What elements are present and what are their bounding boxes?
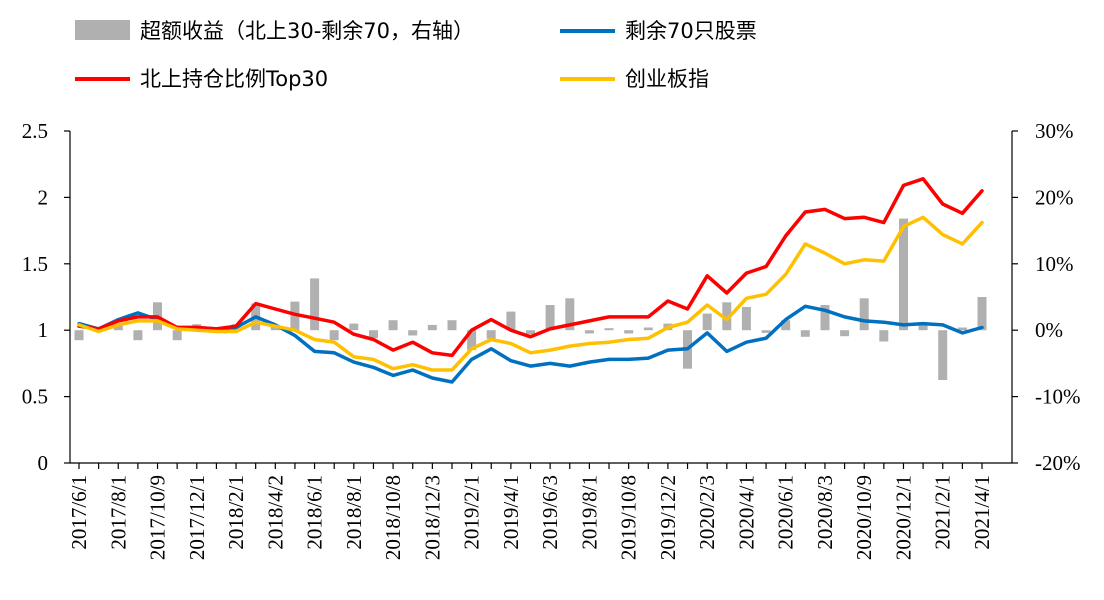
x-tick-label-2: 2017/10/9 <box>146 475 170 560</box>
bar-excess-14 <box>349 323 359 331</box>
bar-excess-23 <box>526 330 535 335</box>
left-tick-label-0: 0 <box>38 451 49 475</box>
x-tick-label-8: 2018/10/8 <box>381 475 405 560</box>
bar-excess-17 <box>408 330 418 336</box>
legend-swatch-excess <box>75 20 130 40</box>
bar-excess-2 <box>113 325 123 331</box>
bar-excess-44 <box>938 330 948 380</box>
series-lines <box>77 177 984 384</box>
bar-excess-19 <box>447 320 457 331</box>
tick-labels: 0 0.5 1 1.5 2 2.5 -20% -10% 0% 10% 20% 30% 2017/6/1 2… <box>22 119 1081 560</box>
bar-excess-38 <box>820 305 830 331</box>
x-tick-label-21: 2020/12/1 <box>892 475 916 560</box>
x-tick-label-13: 2019/8/1 <box>577 475 601 550</box>
bar-excess-20 <box>467 330 477 351</box>
left-tick-label-1: 0.5 <box>22 385 48 409</box>
x-tick-label-19: 2020/8/3 <box>813 475 837 550</box>
bar-excess-25 <box>565 298 575 331</box>
bar-excess-21 <box>486 330 496 339</box>
bar-excess-37 <box>800 330 810 337</box>
bar-excess-45 <box>957 327 967 331</box>
right-tick-label-4: 20% <box>1035 185 1074 209</box>
line-cyb <box>77 215 984 372</box>
bar-excess-12 <box>310 278 320 331</box>
bar-excess-22 <box>506 311 516 331</box>
bar-excess-32 <box>702 313 712 331</box>
legend: 超额收益（北上30-剩余70，右轴） 剩余70只股票 北上持仓比例Top30 创… <box>75 19 757 91</box>
right-tick-label-3: 10% <box>1035 252 1074 276</box>
bar-excess-28 <box>624 330 634 334</box>
legend-label-cyb: 创业板指 <box>625 67 709 91</box>
bar-excess-18 <box>427 324 437 331</box>
right-tick-label-2: 0% <box>1035 318 1063 342</box>
bar-excess-29 <box>643 327 653 331</box>
x-tick-label-23: 2021/4/1 <box>970 475 994 550</box>
bar-excess-36 <box>781 320 791 331</box>
line-rest70 <box>77 304 984 384</box>
right-tick-label-1: -10% <box>1035 385 1081 409</box>
x-tick-label-7: 2018/8/1 <box>342 475 366 550</box>
bar-excess-35 <box>761 330 771 333</box>
bar-excess-27 <box>604 328 614 331</box>
bar-excess-41 <box>879 330 889 342</box>
x-tick-label-0: 2017/6/1 <box>67 475 91 550</box>
bar-excess-40 <box>859 298 869 331</box>
bar-excess-3 <box>133 330 143 341</box>
left-tick-label-4: 2 <box>38 185 49 209</box>
line-top30 <box>77 177 984 358</box>
legend-label-top30: 北上持仓比例Top30 <box>140 67 328 91</box>
x-tick-label-18: 2020/6/1 <box>774 475 798 550</box>
axes <box>64 130 1018 469</box>
x-tick-label-9: 2018/12/3 <box>420 475 444 560</box>
bar-excess-33 <box>722 302 732 331</box>
x-tick-label-4: 2018/2/1 <box>224 475 248 550</box>
bar-excess-15 <box>369 330 378 339</box>
x-tick-label-5: 2018/4/2 <box>263 475 287 550</box>
bar-excess-34 <box>741 307 751 331</box>
bar-excess-16 <box>388 320 398 331</box>
left-tick-label-3: 1.5 <box>22 252 48 276</box>
x-tick-label-6: 2018/6/1 <box>303 475 327 550</box>
x-tick-label-20: 2020/10/9 <box>852 475 876 560</box>
x-tick-label-15: 2019/12/2 <box>656 475 680 560</box>
x-tick-label-22: 2021/2/1 <box>931 475 955 550</box>
bar-excess-43 <box>918 322 928 331</box>
x-tick-label-16: 2020/2/3 <box>695 475 719 550</box>
bar-excess-5 <box>172 330 182 341</box>
excess-bars <box>74 218 987 380</box>
bar-excess-24 <box>545 305 555 331</box>
x-tick-label-14: 2019/10/8 <box>617 475 641 560</box>
legend-label-rest70: 剩余70只股票 <box>625 19 757 43</box>
x-tick-label-17: 2020/4/1 <box>734 475 758 550</box>
bar-excess-39 <box>840 330 850 337</box>
right-tick-label-5: 30% <box>1035 119 1074 143</box>
bar-excess-0 <box>74 330 84 341</box>
x-tick-label-1: 2017/8/1 <box>106 475 130 550</box>
bar-excess-26 <box>584 330 594 334</box>
x-tick-label-12: 2019/6/3 <box>538 475 562 550</box>
left-tick-label-2: 1 <box>38 318 49 342</box>
left-tick-label-5: 2.5 <box>22 119 48 143</box>
bar-excess-42 <box>899 218 908 331</box>
bar-excess-13 <box>329 330 339 341</box>
legend-label-excess: 超额收益（北上30-剩余70，右轴） <box>140 19 474 43</box>
right-tick-label-0: -20% <box>1035 451 1081 475</box>
x-tick-label-3: 2017/12/1 <box>185 475 209 560</box>
bar-excess-46 <box>977 297 987 331</box>
x-tick-label-10: 2019/2/1 <box>460 475 484 550</box>
x-tick-label-11: 2019/4/1 <box>499 475 523 550</box>
